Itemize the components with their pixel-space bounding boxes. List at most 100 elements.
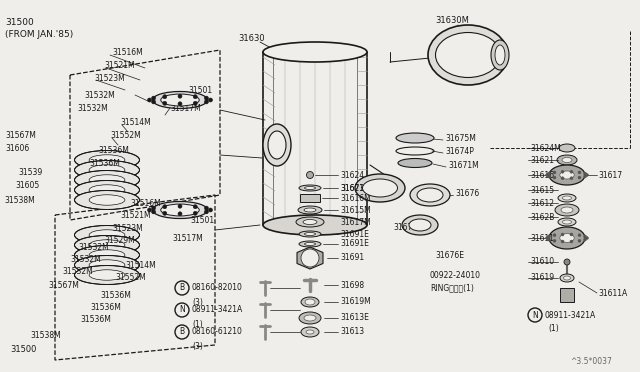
Text: B: B xyxy=(179,327,184,337)
Text: 31676: 31676 xyxy=(455,189,479,198)
Text: 31613: 31613 xyxy=(340,327,364,337)
Ellipse shape xyxy=(296,217,324,227)
Circle shape xyxy=(163,205,167,209)
Circle shape xyxy=(163,95,167,99)
Text: 31674P: 31674P xyxy=(445,147,474,155)
Circle shape xyxy=(193,101,197,105)
Text: N: N xyxy=(179,305,185,314)
Text: 31672: 31672 xyxy=(393,222,417,231)
Circle shape xyxy=(209,98,212,102)
Circle shape xyxy=(570,233,573,236)
Ellipse shape xyxy=(305,299,315,305)
Ellipse shape xyxy=(89,260,125,270)
Text: 31615: 31615 xyxy=(530,186,554,195)
Text: 31521M: 31521M xyxy=(120,211,150,219)
Text: 31617M: 31617M xyxy=(340,218,371,227)
Circle shape xyxy=(178,204,182,208)
Bar xyxy=(300,194,320,202)
Circle shape xyxy=(193,95,197,99)
Ellipse shape xyxy=(417,188,443,202)
Circle shape xyxy=(578,239,581,242)
Text: N: N xyxy=(532,311,538,320)
Ellipse shape xyxy=(549,227,585,249)
Circle shape xyxy=(561,177,564,180)
Ellipse shape xyxy=(435,32,500,77)
Ellipse shape xyxy=(428,25,508,85)
Text: 31619: 31619 xyxy=(530,273,554,282)
Bar xyxy=(560,288,574,302)
Ellipse shape xyxy=(299,241,321,247)
Circle shape xyxy=(586,237,589,240)
Text: 31676E: 31676E xyxy=(435,250,464,260)
Circle shape xyxy=(578,171,581,174)
Ellipse shape xyxy=(549,165,585,185)
Ellipse shape xyxy=(562,157,572,163)
Ellipse shape xyxy=(263,124,291,166)
Circle shape xyxy=(163,211,167,215)
Ellipse shape xyxy=(74,266,140,285)
Text: (1): (1) xyxy=(548,324,559,333)
Text: 31691E: 31691E xyxy=(340,230,369,238)
Circle shape xyxy=(204,96,209,100)
Circle shape xyxy=(584,235,586,238)
Circle shape xyxy=(564,259,570,265)
Ellipse shape xyxy=(306,330,314,334)
Text: 31552M: 31552M xyxy=(115,273,146,282)
Circle shape xyxy=(178,94,182,98)
Ellipse shape xyxy=(301,327,319,337)
Ellipse shape xyxy=(152,202,207,218)
Ellipse shape xyxy=(398,158,432,167)
Text: 31539: 31539 xyxy=(18,167,42,176)
Circle shape xyxy=(547,172,550,175)
Ellipse shape xyxy=(301,297,319,307)
Text: 31523M: 31523M xyxy=(94,74,125,83)
Text: 31514M: 31514M xyxy=(125,260,156,269)
Circle shape xyxy=(570,170,573,173)
Ellipse shape xyxy=(563,220,572,224)
Text: 31624: 31624 xyxy=(340,170,364,180)
Text: 31691: 31691 xyxy=(340,253,364,263)
Circle shape xyxy=(547,235,550,238)
Text: 31552M: 31552M xyxy=(110,131,141,140)
Text: 31619M: 31619M xyxy=(340,298,371,307)
Circle shape xyxy=(193,211,197,215)
Text: 31673: 31673 xyxy=(340,183,364,192)
Text: 31606: 31606 xyxy=(5,144,29,153)
Text: 31521M: 31521M xyxy=(104,61,134,70)
Ellipse shape xyxy=(89,155,125,165)
Text: 31610: 31610 xyxy=(530,257,554,266)
Circle shape xyxy=(570,177,573,180)
Circle shape xyxy=(545,237,548,240)
Ellipse shape xyxy=(89,270,125,280)
Text: 31538M: 31538M xyxy=(30,330,61,340)
Text: 31671M: 31671M xyxy=(448,160,479,170)
Ellipse shape xyxy=(263,215,367,235)
Text: 31630M: 31630M xyxy=(435,16,469,25)
Ellipse shape xyxy=(263,42,367,62)
Ellipse shape xyxy=(152,92,207,109)
Ellipse shape xyxy=(402,215,438,235)
Ellipse shape xyxy=(396,133,434,143)
Circle shape xyxy=(307,171,314,179)
Ellipse shape xyxy=(305,186,316,189)
Ellipse shape xyxy=(74,246,140,264)
Ellipse shape xyxy=(161,204,199,216)
Text: 31501: 31501 xyxy=(190,215,214,224)
Text: 31517M: 31517M xyxy=(172,234,203,243)
Ellipse shape xyxy=(74,151,140,170)
Circle shape xyxy=(152,206,156,210)
Ellipse shape xyxy=(89,250,125,260)
Ellipse shape xyxy=(495,45,505,65)
Ellipse shape xyxy=(74,235,140,254)
Ellipse shape xyxy=(299,185,321,191)
Ellipse shape xyxy=(560,171,574,179)
Text: 31611A: 31611A xyxy=(598,289,627,298)
Ellipse shape xyxy=(89,175,125,185)
Circle shape xyxy=(209,208,212,212)
Ellipse shape xyxy=(355,174,405,202)
Circle shape xyxy=(301,249,319,267)
Text: 31630: 31630 xyxy=(238,33,264,42)
Ellipse shape xyxy=(89,185,125,195)
Circle shape xyxy=(553,234,556,237)
Ellipse shape xyxy=(89,195,125,205)
